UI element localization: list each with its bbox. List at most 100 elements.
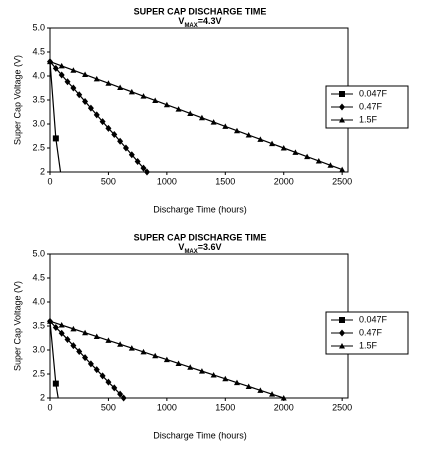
marker (187, 110, 194, 116)
marker (82, 329, 89, 336)
marker (70, 67, 77, 73)
chart-subtitle: VMAX=3.6V (178, 242, 221, 254)
x-tick-label: 0 (47, 176, 52, 186)
legend-label: 0.47F (359, 101, 383, 111)
marker (257, 136, 264, 142)
marker (70, 342, 77, 350)
marker (111, 384, 118, 392)
marker (58, 62, 65, 69)
subtitle-part: MAX (184, 249, 197, 255)
marker (210, 119, 217, 125)
legend-label: 0.047F (359, 88, 388, 98)
y-tick-label: 5.0 (32, 248, 45, 258)
marker (175, 360, 182, 366)
marker (47, 318, 53, 324)
marker (233, 379, 240, 386)
marker (163, 356, 170, 363)
subtitle-part: =3.6V (198, 242, 222, 252)
marker (140, 348, 147, 355)
marker (152, 352, 159, 359)
marker (128, 151, 135, 159)
marker (70, 84, 77, 92)
subtitle-part: V (178, 242, 184, 252)
marker (52, 135, 59, 142)
marker (245, 132, 252, 138)
marker (280, 395, 287, 401)
y-tick-label: 4.5 (32, 272, 45, 282)
marker (47, 58, 53, 65)
marker (105, 337, 112, 343)
y-tick-label: 4.5 (32, 46, 45, 56)
marker (140, 164, 147, 172)
marker (52, 64, 59, 72)
y-tick-label: 2 (40, 392, 45, 402)
plot-frame (49, 253, 349, 399)
chart-subtitle: VMAX=4.3V (178, 16, 221, 28)
y-tick-label: 4.0 (32, 70, 45, 80)
chart-title: SUPER CAP DISCHARGE TIME (134, 6, 267, 16)
marker (117, 84, 124, 91)
marker (245, 383, 252, 389)
marker (117, 137, 124, 145)
subtitle-part: =4.3V (198, 16, 222, 26)
marker (93, 75, 100, 82)
marker (122, 144, 129, 152)
y-tick-label: 3.5 (32, 320, 45, 330)
marker (82, 354, 89, 362)
x-tick-label: 500 (101, 176, 116, 186)
chart-title: SUPER CAP DISCHARGE TIME (134, 232, 267, 242)
legend-label: 0.47F (359, 327, 383, 337)
marker (52, 380, 59, 387)
marker (93, 366, 100, 374)
legend-label: 0.047F (359, 314, 388, 324)
y-tick-label: 5.0 (32, 22, 45, 32)
marker (120, 394, 127, 402)
legend-label: 1.5F (359, 340, 378, 350)
subtitle-part: V (178, 16, 184, 26)
marker (93, 111, 100, 119)
marker (87, 360, 94, 368)
marker (105, 124, 112, 132)
x-tick-label: 2000 (274, 176, 294, 186)
marker (339, 343, 345, 349)
y-tick-label: 3.5 (32, 94, 45, 104)
marker (233, 127, 240, 134)
x-tick-label: 2000 (274, 402, 294, 412)
marker (76, 91, 83, 99)
legend-label: 1.5F (359, 114, 378, 124)
marker (198, 368, 205, 374)
marker (76, 347, 83, 355)
marker (64, 78, 71, 86)
x-tick-label: 2500 (332, 176, 352, 186)
marker (58, 329, 65, 337)
y-tick-label: 2.5 (32, 142, 45, 152)
marker (134, 157, 141, 165)
subtitle-part: MAX (184, 23, 197, 29)
marker (339, 103, 345, 111)
marker (117, 341, 124, 347)
marker (280, 145, 287, 151)
marker (339, 117, 345, 123)
y-axis-label: Super Cap Voltage (V) (12, 281, 22, 371)
series-line (49, 61, 62, 173)
marker (315, 157, 322, 164)
marker (339, 166, 346, 173)
marker (64, 335, 71, 343)
marker (140, 93, 147, 99)
marker (58, 71, 65, 79)
y-tick-label: 3.0 (32, 344, 45, 354)
x-tick-label: 2500 (332, 402, 352, 412)
marker (52, 323, 59, 331)
marker (70, 325, 77, 332)
marker (143, 168, 150, 176)
marker (105, 80, 112, 86)
y-tick-label: 3.0 (32, 118, 45, 128)
x-tick-label: 1500 (215, 176, 235, 186)
y-tick-label: 4.0 (32, 296, 45, 306)
marker (269, 391, 276, 397)
x-tick-label: 0 (47, 402, 52, 412)
y-tick-label: 2 (40, 166, 45, 176)
